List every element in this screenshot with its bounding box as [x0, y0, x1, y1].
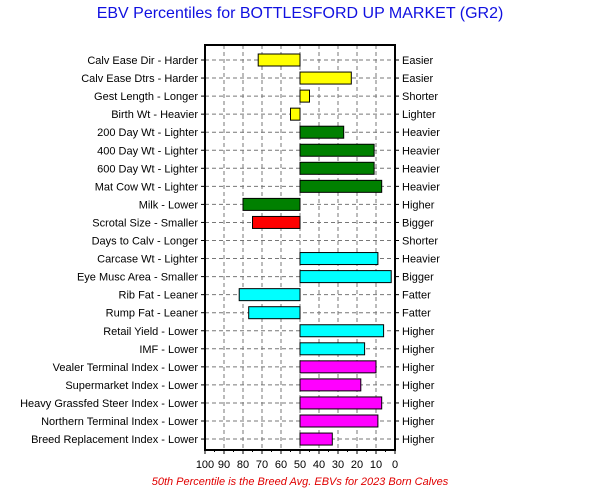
- row-trait-direction: Heavier: [402, 181, 440, 193]
- row-trait-direction: Higher: [402, 199, 435, 211]
- row-label: Rib Fat - Leaner: [119, 290, 199, 302]
- x-tick-label: 30: [332, 459, 344, 471]
- bar: [299, 378, 362, 392]
- bar: [299, 252, 379, 266]
- row-trait-direction: Fatter: [402, 308, 431, 320]
- bar: [299, 270, 392, 284]
- bar: [257, 53, 301, 67]
- x-tick-label: 20: [351, 459, 363, 471]
- bar: [299, 125, 345, 139]
- row-label: Rump Fat - Leaner: [106, 308, 199, 320]
- row-label: Breed Replacement Index - Lower: [31, 434, 198, 446]
- x-tick-label: 100: [196, 459, 214, 471]
- row-label: Carcase Wt - Lighter: [97, 254, 198, 266]
- x-tick-label: 0: [392, 459, 398, 471]
- chart-title: EBV Percentiles for BOTTLESFORD UP MARKE…: [96, 5, 504, 22]
- bar: [299, 342, 366, 356]
- bar: [242, 197, 301, 211]
- bar: [290, 107, 301, 121]
- row-label: Days to Calv - Longer: [92, 236, 199, 248]
- row-label: Gest Length - Longer: [94, 91, 198, 103]
- bar: [299, 396, 383, 410]
- row-trait-direction: Higher: [402, 362, 435, 374]
- row-label: Heavy Grassfed Steer Index - Lower: [20, 398, 198, 410]
- row-trait-direction: Shorter: [402, 236, 438, 248]
- bar: [299, 414, 379, 428]
- row-trait-direction: Heavier: [402, 127, 440, 139]
- bar: [299, 360, 377, 374]
- x-tick-label: 70: [256, 459, 268, 471]
- bar: [299, 89, 310, 103]
- bar: [238, 288, 301, 302]
- bar: [248, 306, 301, 320]
- x-tick-label: 40: [313, 459, 325, 471]
- bar: [252, 215, 301, 229]
- row-label: Mat Cow Wt - Lighter: [95, 181, 199, 193]
- bar: [299, 179, 383, 193]
- row-trait-direction: Heavier: [402, 254, 440, 266]
- bar: [299, 71, 352, 85]
- chart-footnote: 50th Percentile is the Breed Avg. EBVs f…: [151, 476, 449, 488]
- row-label: Supermarket Index - Lower: [65, 380, 198, 392]
- row-trait-direction: Fatter: [402, 290, 431, 302]
- row-label: Calv Ease Dtrs - Harder: [81, 73, 198, 85]
- row-trait-direction: Higher: [402, 416, 435, 428]
- row-trait-direction: Heavier: [402, 145, 440, 157]
- row-trait-direction: Higher: [402, 344, 435, 356]
- row-trait-direction: Easier: [402, 55, 434, 67]
- x-tick-label: 50: [294, 459, 306, 471]
- row-trait-direction: Higher: [402, 326, 435, 338]
- row-label: Retail Yield - Lower: [103, 326, 198, 338]
- x-tick-label: 60: [275, 459, 287, 471]
- row-label: Scrotal Size - Smaller: [92, 217, 198, 229]
- bar: [299, 143, 375, 157]
- bar: [299, 161, 375, 175]
- row-trait-direction: Easier: [402, 73, 434, 85]
- row-trait-direction: Bigger: [402, 217, 434, 229]
- row-label: Birth Wt - Heavier: [111, 109, 198, 121]
- row-label: 200 Day Wt - Lighter: [97, 127, 198, 139]
- row-label: Northern Terminal Index - Lower: [41, 416, 198, 428]
- row-trait-direction: Bigger: [402, 272, 434, 284]
- x-tick-label: 90: [218, 459, 230, 471]
- row-label: 600 Day Wt - Lighter: [97, 163, 198, 175]
- row-trait-direction: Higher: [402, 398, 435, 410]
- row-label: Vealer Terminal Index - Lower: [53, 362, 199, 374]
- row-trait-direction: Heavier: [402, 163, 440, 175]
- row-trait-direction: Higher: [402, 434, 435, 446]
- row-trait-direction: Shorter: [402, 91, 438, 103]
- row-trait-direction: Higher: [402, 380, 435, 392]
- row-label: IMF - Lower: [139, 344, 198, 356]
- bar: [299, 432, 333, 446]
- row-label: 400 Day Wt - Lighter: [97, 145, 198, 157]
- row-label: Eye Musc Area - Smaller: [77, 272, 198, 284]
- x-tick-label: 80: [237, 459, 249, 471]
- bar: [299, 324, 385, 338]
- row-label: Calv Ease Dir - Harder: [87, 55, 198, 67]
- row-label: Milk - Lower: [139, 199, 199, 211]
- x-tick-label: 10: [370, 459, 382, 471]
- row-trait-direction: Lighter: [402, 109, 436, 121]
